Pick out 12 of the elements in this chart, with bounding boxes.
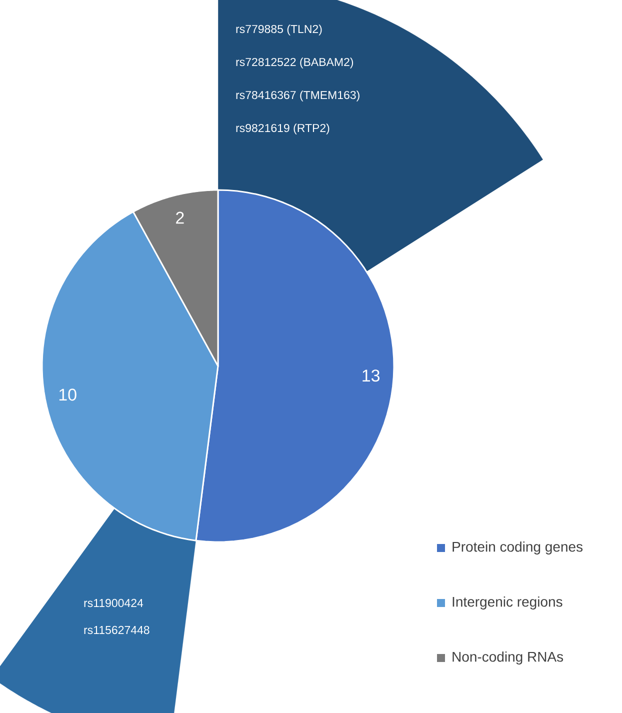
text: rs115627448 [84,626,150,634]
legend-label: Non-coding RNAs [452,651,564,665]
legend-label: Protein coding genes [452,541,583,555]
text: rs11900424 [84,598,144,608]
data-label: 13 [362,370,380,382]
data-label: 2 [176,212,184,224]
text: rs72812522 (BABAM2) [236,58,354,68]
text: rs779885 (TLN2) [236,24,322,36]
data-label: 10 [59,388,76,401]
legend-label: Intergenic regions [452,596,562,610]
text: rs78416367 (TMEM163) [236,90,360,102]
text: rs9821619 (RTP2) [236,124,330,134]
